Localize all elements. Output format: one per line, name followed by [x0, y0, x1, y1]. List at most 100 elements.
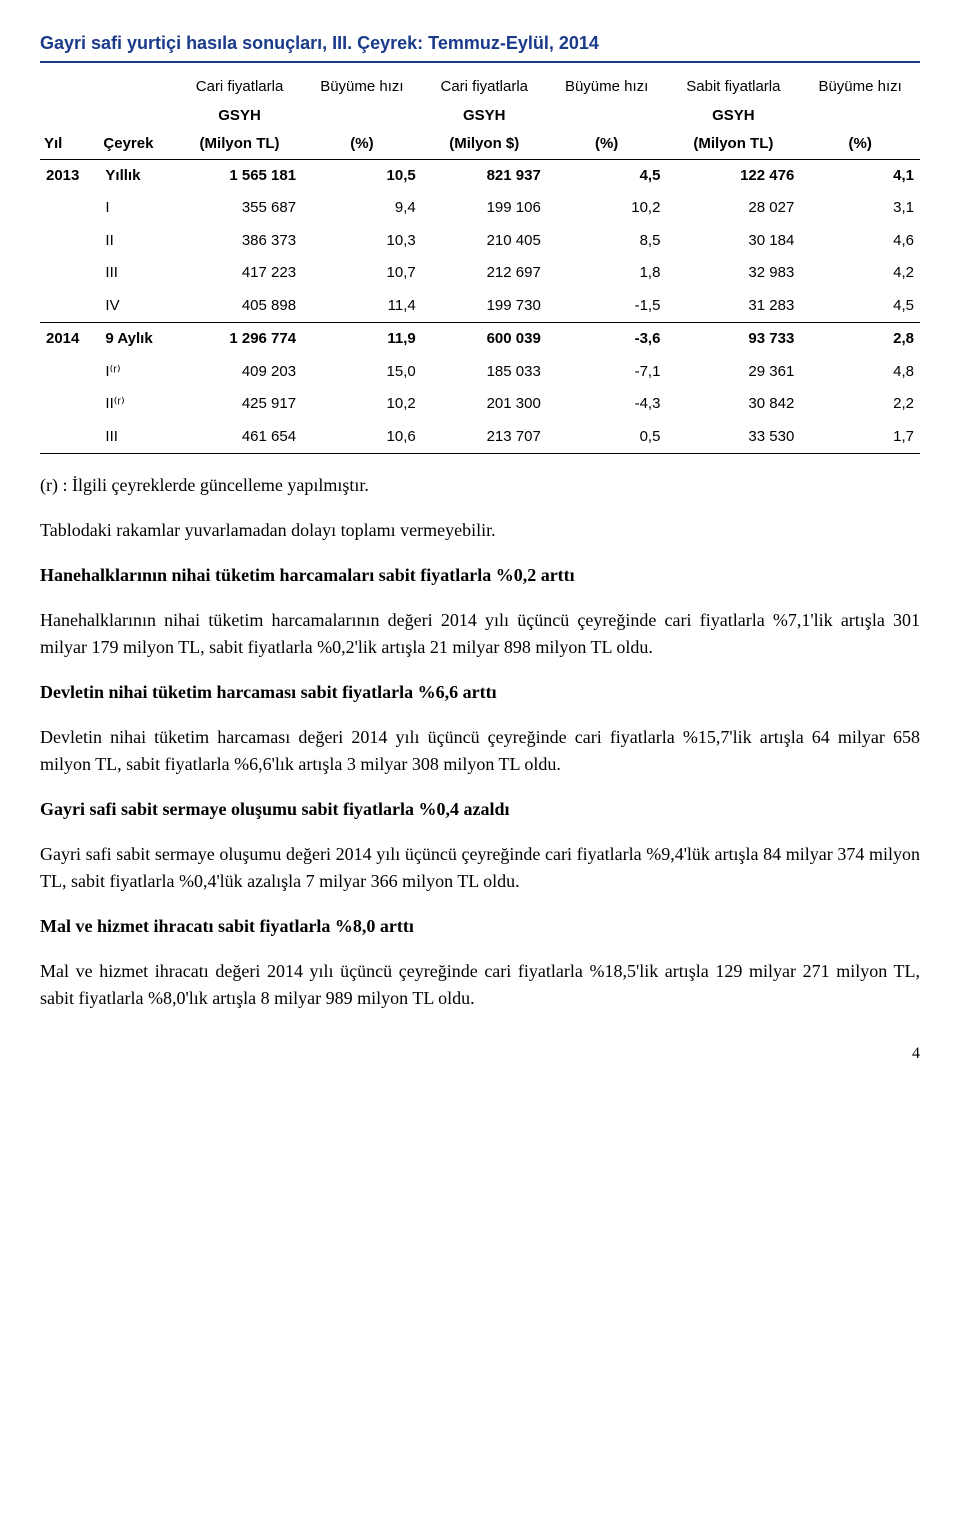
cell-sabit-tl: 33 530: [666, 421, 800, 454]
cell-yil: [40, 225, 99, 258]
cell-ceyrek: II⁽ʳ⁾: [99, 388, 177, 421]
cell-cari-tl: 405 898: [177, 290, 302, 323]
cell-growth-tl: 10,6: [302, 421, 422, 454]
cell-cari-usd: 199 106: [422, 192, 547, 225]
cell-sabit-tl: 30 184: [666, 225, 800, 258]
cell-growth-sabit: 4,8: [800, 356, 920, 389]
cell-growth-usd: 0,5: [547, 421, 667, 454]
cell-growth-tl: 11,9: [302, 323, 422, 356]
cell-cari-tl: 386 373: [177, 225, 302, 258]
cell-growth-sabit: 4,5: [800, 290, 920, 323]
cell-growth-tl: 10,3: [302, 225, 422, 258]
cell-yil: [40, 421, 99, 454]
cell-ceyrek: III: [99, 257, 177, 290]
cell-growth-sabit: 4,2: [800, 257, 920, 290]
cell-ceyrek: II: [99, 225, 177, 258]
col-yil: Yıl: [40, 130, 99, 159]
cell-growth-sabit: 1,7: [800, 421, 920, 454]
para-capital: Gayri safi sabit sermaye oluşumu değeri …: [40, 841, 920, 895]
cell-cari-usd: 185 033: [422, 356, 547, 389]
heading-exports: Mal ve hizmet ihracatı sabit fiyatlarla …: [40, 913, 920, 940]
table-row: 20149 Aylık1 296 77411,9600 039-3,693 73…: [40, 323, 920, 356]
col-milyon-tl-2: (Milyon TL): [666, 130, 800, 159]
para-exports: Mal ve hizmet ihracatı değeri 2014 yılı …: [40, 958, 920, 1012]
table-title: Gayri safi yurtiçi hasıla sonuçları, III…: [40, 30, 920, 63]
cell-growth-usd: -3,6: [547, 323, 667, 356]
cell-cari-usd: 213 707: [422, 421, 547, 454]
cell-sabit-tl: 30 842: [666, 388, 800, 421]
cell-cari-usd: 201 300: [422, 388, 547, 421]
col-gsyh-1: GSYH: [177, 102, 302, 131]
cell-growth-tl: 10,2: [302, 388, 422, 421]
cell-cari-tl: 417 223: [177, 257, 302, 290]
cell-cari-usd: 821 937: [422, 159, 547, 192]
cell-growth-sabit: 2,2: [800, 388, 920, 421]
footnote-r: (r) : İlgili çeyreklerde güncelleme yapı…: [40, 472, 920, 499]
col-group-cari-usd: Cari fiyatlarla: [422, 73, 547, 102]
table-row: I⁽ʳ⁾409 20315,0185 033-7,129 3614,8: [40, 356, 920, 389]
page-number: 4: [40, 1042, 920, 1066]
gdp-table: Cari fiyatlarla Büyüme hızı Cari fiyatla…: [40, 73, 920, 454]
col-pct-1: (%): [302, 130, 422, 159]
cell-growth-tl: 10,7: [302, 257, 422, 290]
cell-growth-sabit: 3,1: [800, 192, 920, 225]
col-pct-3: (%): [800, 130, 920, 159]
cell-growth-usd: 8,5: [547, 225, 667, 258]
cell-cari-tl: 1 296 774: [177, 323, 302, 356]
cell-sabit-tl: 122 476: [666, 159, 800, 192]
cell-yil: 2013: [40, 159, 99, 192]
heading-government: Devletin nihai tüketim harcaması sabit f…: [40, 679, 920, 706]
cell-sabit-tl: 93 733: [666, 323, 800, 356]
cell-growth-usd: 4,5: [547, 159, 667, 192]
cell-cari-usd: 210 405: [422, 225, 547, 258]
table-row: III461 65410,6213 7070,533 5301,7: [40, 421, 920, 454]
col-group-growth-2: Büyüme hızı: [547, 73, 667, 102]
col-ceyrek: Çeyrek: [99, 130, 177, 159]
table-row: II386 37310,3210 4058,530 1844,6: [40, 225, 920, 258]
table-row: I355 6879,4199 10610,228 0273,1: [40, 192, 920, 225]
table-row: II⁽ʳ⁾425 91710,2201 300-4,330 8422,2: [40, 388, 920, 421]
col-milyon-usd: (Milyon $): [422, 130, 547, 159]
cell-growth-sabit: 2,8: [800, 323, 920, 356]
cell-cari-tl: 461 654: [177, 421, 302, 454]
cell-sabit-tl: 31 283: [666, 290, 800, 323]
cell-growth-tl: 10,5: [302, 159, 422, 192]
footnote-rounding: Tablodaki rakamlar yuvarlamadan dolayı t…: [40, 517, 920, 544]
table-row: IV405 89811,4199 730-1,531 2834,5: [40, 290, 920, 323]
cell-yil: [40, 290, 99, 323]
cell-cari-usd: 212 697: [422, 257, 547, 290]
cell-growth-usd: 10,2: [547, 192, 667, 225]
cell-ceyrek: III: [99, 421, 177, 454]
cell-growth-usd: 1,8: [547, 257, 667, 290]
heading-capital: Gayri safi sabit sermaye oluşumu sabit f…: [40, 796, 920, 823]
cell-ceyrek: IV: [99, 290, 177, 323]
cell-ceyrek: 9 Aylık: [99, 323, 177, 356]
cell-growth-usd: -4,3: [547, 388, 667, 421]
cell-ceyrek: I⁽ʳ⁾: [99, 356, 177, 389]
cell-sabit-tl: 28 027: [666, 192, 800, 225]
col-group-sabit: Sabit fiyatlarla: [666, 73, 800, 102]
cell-yil: [40, 356, 99, 389]
cell-cari-usd: 600 039: [422, 323, 547, 356]
cell-growth-usd: -1,5: [547, 290, 667, 323]
cell-growth-tl: 15,0: [302, 356, 422, 389]
col-gsyh-2: GSYH: [422, 102, 547, 131]
col-gsyh-3: GSYH: [666, 102, 800, 131]
table-row: 2013Yıllık1 565 18110,5821 9374,5122 476…: [40, 159, 920, 192]
cell-yil: 2014: [40, 323, 99, 356]
cell-sabit-tl: 29 361: [666, 356, 800, 389]
cell-cari-tl: 409 203: [177, 356, 302, 389]
body-text: (r) : İlgili çeyreklerde güncelleme yapı…: [40, 472, 920, 1012]
cell-ceyrek: Yıllık: [99, 159, 177, 192]
cell-yil: [40, 192, 99, 225]
cell-cari-usd: 199 730: [422, 290, 547, 323]
heading-households: Hanehalklarının nihai tüketim harcamalar…: [40, 562, 920, 589]
col-pct-2: (%): [547, 130, 667, 159]
cell-cari-tl: 425 917: [177, 388, 302, 421]
para-government: Devletin nihai tüketim harcaması değeri …: [40, 724, 920, 778]
cell-yil: [40, 257, 99, 290]
cell-ceyrek: I: [99, 192, 177, 225]
col-group-growth-1: Büyüme hızı: [302, 73, 422, 102]
cell-cari-tl: 1 565 181: [177, 159, 302, 192]
cell-sabit-tl: 32 983: [666, 257, 800, 290]
